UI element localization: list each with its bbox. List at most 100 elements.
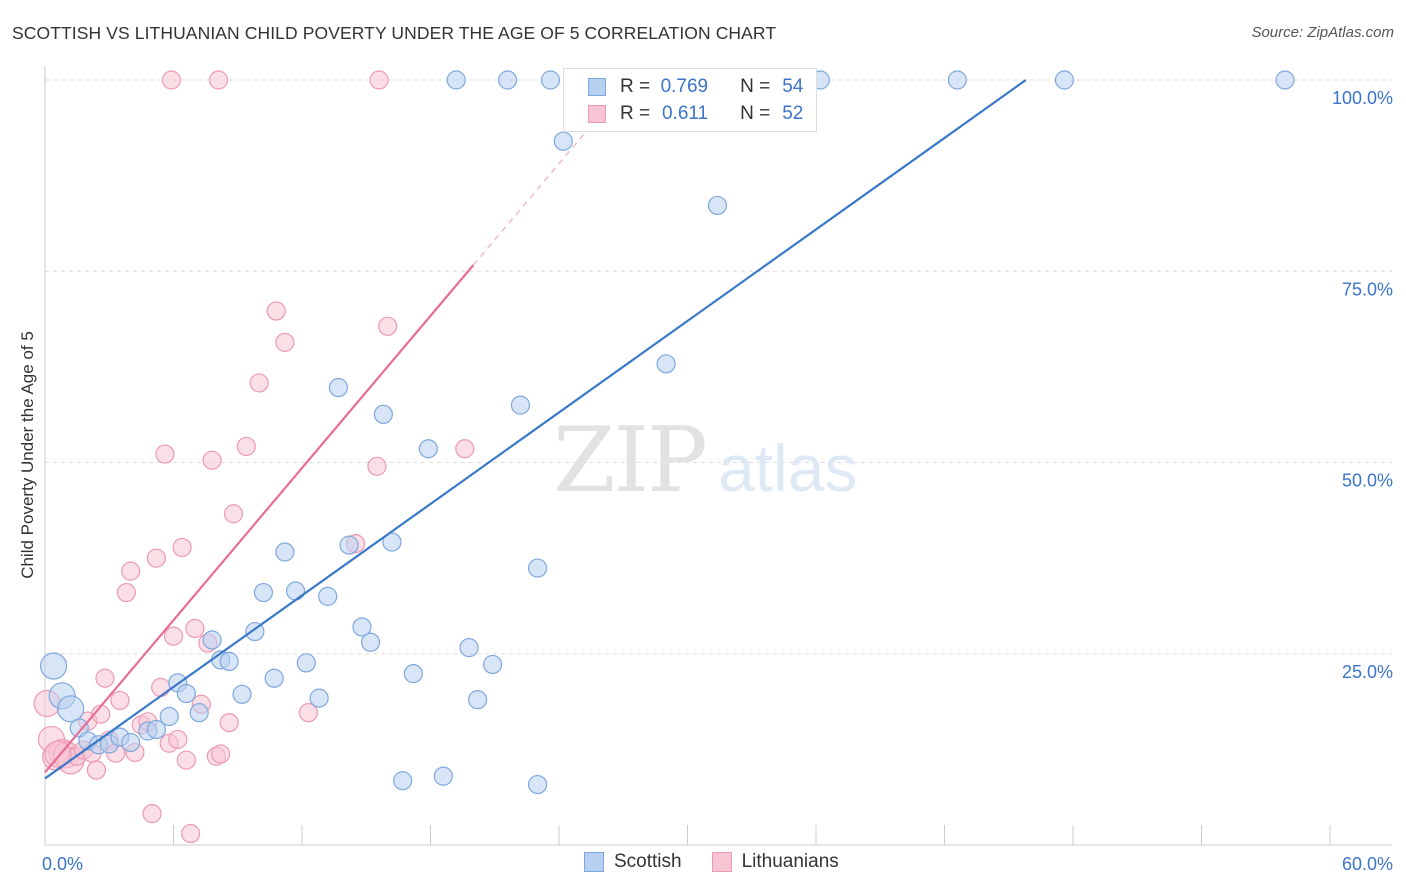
scottish-point — [146, 719, 166, 740]
watermark: ZIP atlas — [553, 408, 857, 513]
lithuanian-point — [367, 456, 387, 476]
scottish-trendline — [44, 79, 1027, 780]
n-label: N = — [740, 103, 771, 124]
scottish-point — [382, 532, 402, 552]
n-label: N = — [740, 76, 771, 97]
y-axis-label: Child Poverty Under the Age of 5 — [18, 331, 37, 579]
scottish-point — [360, 632, 381, 652]
lithuanian-point — [172, 537, 192, 558]
watermark-atlas: atlas — [718, 431, 857, 505]
series-legend: Scottish Lithuanians — [584, 851, 869, 873]
scottish-point — [403, 664, 423, 684]
lithuanian-point — [185, 618, 205, 639]
y-tick-label: 75.0% — [1342, 279, 1393, 299]
scottish-point — [540, 70, 561, 90]
scottish-point — [352, 617, 372, 637]
lithuanian-point — [163, 626, 184, 646]
scottish-point — [1054, 70, 1075, 90]
lithuanian-point — [266, 301, 286, 321]
r-label: R = — [620, 103, 651, 124]
scottish-point — [418, 439, 438, 459]
scottish-point — [446, 70, 466, 90]
scottish-point — [275, 542, 295, 562]
scottish-point — [189, 703, 209, 723]
scottish-point — [433, 766, 453, 786]
scottish-point — [318, 586, 338, 606]
gridlines — [45, 79, 1392, 655]
watermark-zip: ZIP — [553, 408, 706, 513]
scottish-point — [264, 668, 284, 688]
y-tick-label: 100.0% — [1332, 88, 1393, 108]
lithuanian-point — [95, 668, 115, 688]
scottish-point — [57, 695, 85, 723]
legend-item-lithuanians: Lithuanians — [711, 851, 839, 873]
source-label: Source: ZipAtlas.com — [1251, 24, 1394, 41]
lithuanian-point — [86, 760, 107, 780]
y-tick-label: 50.0% — [1342, 471, 1393, 491]
lithuanian-point — [142, 804, 162, 824]
scottish-point — [527, 774, 548, 795]
lithuanian-point — [202, 450, 222, 470]
scottish-point — [296, 653, 316, 673]
lithuanian-point — [249, 373, 269, 393]
lithuanian-trendline — [44, 264, 475, 774]
lithuanian-point — [223, 504, 244, 524]
scottish-swatch — [584, 852, 604, 872]
lithuanian-point — [208, 70, 229, 90]
scottish-point — [707, 195, 728, 216]
lithuanian-point — [275, 332, 295, 352]
scottish-point — [459, 638, 479, 658]
scottish-point — [253, 582, 274, 603]
scottish-point — [176, 683, 196, 704]
chart-title: SCOTTISH VS LITHUANIAN CHILD POVERTY UND… — [12, 23, 777, 43]
scottish-point — [328, 377, 349, 398]
scottish-point — [393, 771, 413, 791]
x-tick-label: 60.0% — [1342, 854, 1393, 874]
scottish-point — [947, 70, 967, 90]
legend-row-scottish: R = 0.769 N = 54 — [564, 74, 803, 100]
legend-label-scottish: Scottish — [614, 851, 682, 872]
lithuanian-point — [161, 70, 181, 90]
r-value: 0.611 — [661, 103, 709, 124]
lithuanian-point — [44, 740, 72, 768]
lithuanian-point — [211, 744, 231, 764]
lithuanian-points — [33, 70, 475, 844]
y-tick-label: 25.0% — [1342, 662, 1393, 682]
lithuanian-point — [298, 703, 319, 723]
scottish-point — [553, 131, 573, 151]
lithuanian-point — [181, 823, 201, 844]
lithuanian-point — [236, 436, 256, 457]
scottish-point — [498, 70, 518, 90]
stats-legend: R = 0.769 N = 54 R = 0.611 N = 52 — [563, 68, 817, 132]
lithuanian-point — [121, 561, 141, 581]
lithuanian-point — [116, 582, 136, 603]
scottish-swatch — [588, 78, 606, 96]
legend-row-lithuanian: R = 0.611 N = 52 — [564, 101, 803, 127]
scottish-point — [232, 684, 252, 704]
scottish-point — [1275, 70, 1295, 90]
lithuanian-swatch — [588, 105, 606, 123]
scottish-point — [656, 354, 676, 374]
lithuanian-point — [219, 712, 239, 733]
tick-labels: 25.0% 50.0% 75.0% 100.0% 0.0% 60.0% — [42, 88, 1393, 874]
scottish-point — [309, 688, 329, 708]
trendlines — [44, 79, 1027, 780]
scottish-point — [483, 654, 503, 675]
r-value: 0.769 — [660, 76, 709, 97]
lithuanian-point — [455, 439, 475, 459]
scottish-point — [339, 535, 359, 555]
lithuanian-point — [151, 677, 171, 698]
scottish-point — [202, 630, 222, 650]
lithuanian-point — [155, 444, 175, 464]
legend-item-scottish: Scottish — [584, 851, 682, 873]
lithuanian-point — [168, 729, 188, 750]
scottish-point — [39, 652, 68, 680]
x-tick-label: 0.0% — [42, 854, 83, 874]
lithuanian-point — [146, 548, 166, 568]
n-value: 54 — [782, 76, 804, 97]
lithuanian-point — [369, 70, 389, 90]
lithuanian-point — [378, 316, 398, 336]
lithuanian-swatch — [711, 852, 732, 872]
scottish-point — [219, 651, 239, 672]
